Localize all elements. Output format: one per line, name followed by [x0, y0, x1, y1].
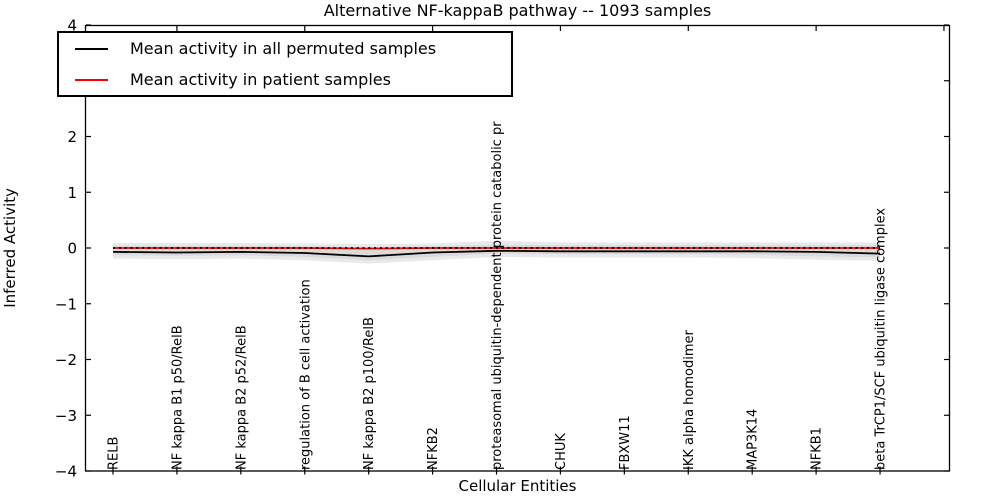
x-tick-label: CHUK	[554, 433, 569, 470]
x-tick-label: MAP3K14	[746, 409, 761, 470]
y-tick-label: −4	[55, 463, 77, 481]
x-tick-label: NF kappa B2 p52/RelB	[234, 325, 249, 470]
legend: Mean activity in all permuted samples Me…	[57, 31, 513, 97]
x-tick-label: NFKB1	[810, 427, 825, 470]
y-tick-label: −3	[55, 407, 77, 425]
y-tick-label: 4	[67, 17, 77, 35]
legend-item-permuted: Mean activity in all permuted samples	[59, 33, 511, 64]
axes-border	[84, 24, 951, 472]
series-line-permuted	[112, 249, 881, 258]
y-tick-label: −1	[55, 295, 77, 313]
y-axis-label: Inferred Activity	[1, 188, 19, 308]
x-tick-label: regulation of B cell activation	[298, 279, 313, 470]
legend-label: Mean activity in patient samples	[130, 70, 391, 89]
x-tick-label: proteasomal ubiquitin-dependent protein …	[490, 121, 505, 470]
legend-label: Mean activity in all permuted samples	[130, 39, 437, 58]
x-tick-label: IKK alpha homodimer	[682, 329, 697, 470]
chart-title: Alternative NF-kappaB pathway -- 1093 sa…	[323, 1, 712, 20]
x-axis-label: Cellular Entities	[458, 477, 577, 495]
legend-line-sample-patient	[75, 78, 108, 81]
y-axis-label-wrap: Inferred Activity	[0, 25, 20, 471]
legend-item-patient: Mean activity in patient samples	[59, 64, 511, 95]
x-tick-label: RELB	[107, 437, 122, 470]
x-tick-label: NF kappa B1 p50/RelB	[170, 325, 185, 470]
x-tick-label: beta TrCP1/SCF ubiquitin ligase complex	[874, 208, 889, 470]
y-tick-label: −2	[55, 351, 77, 369]
y-tick-label: 0	[67, 240, 77, 258]
x-tick-label: NF kappa B2 p100/RelB	[362, 317, 377, 470]
y-tick-label: 2	[67, 128, 77, 146]
x-tick-label: NFKB2	[426, 427, 441, 470]
x-tick-label: FBXW11	[618, 415, 633, 470]
legend-line-sample-permuted	[75, 47, 108, 50]
y-tick-label: 1	[67, 184, 77, 202]
